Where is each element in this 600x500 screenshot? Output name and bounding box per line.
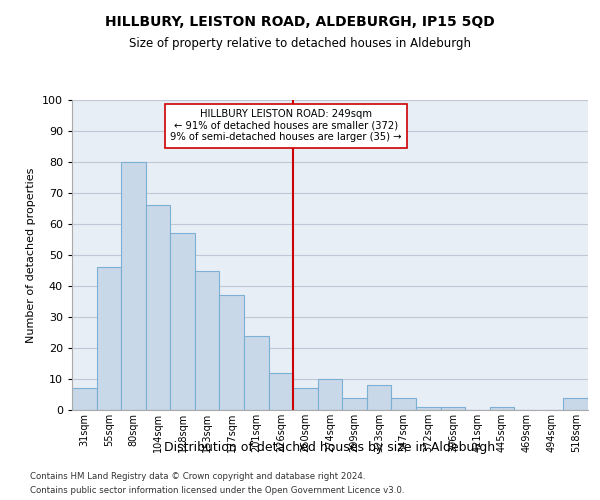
Text: Contains public sector information licensed under the Open Government Licence v3: Contains public sector information licen… [30,486,404,495]
Bar [220,296,244,410]
Bar [97,268,121,410]
Text: HILLBURY, LEISTON ROAD, ALDEBURGH, IP15 5QD: HILLBURY, LEISTON ROAD, ALDEBURGH, IP15 … [105,15,495,29]
Text: Distribution of detached houses by size in Aldeburgh: Distribution of detached houses by size … [164,441,496,454]
Text: Size of property relative to detached houses in Aldeburgh: Size of property relative to detached ho… [129,38,471,51]
Y-axis label: Number of detached properties: Number of detached properties [26,168,37,342]
Bar [391,398,416,410]
Bar [293,388,318,410]
Bar [269,373,293,410]
Bar [367,385,391,410]
Bar [195,270,220,410]
Bar [563,398,588,410]
Bar [121,162,146,410]
Bar [244,336,269,410]
Bar [490,407,514,410]
Bar [416,407,440,410]
Bar [72,388,97,410]
Text: HILLBURY LEISTON ROAD: 249sqm
← 91% of detached houses are smaller (372)
9% of s: HILLBURY LEISTON ROAD: 249sqm ← 91% of d… [170,110,401,142]
Bar [146,206,170,410]
Bar [440,407,465,410]
Bar [170,234,195,410]
Bar [342,398,367,410]
Bar [318,379,342,410]
Text: Contains HM Land Registry data © Crown copyright and database right 2024.: Contains HM Land Registry data © Crown c… [30,472,365,481]
